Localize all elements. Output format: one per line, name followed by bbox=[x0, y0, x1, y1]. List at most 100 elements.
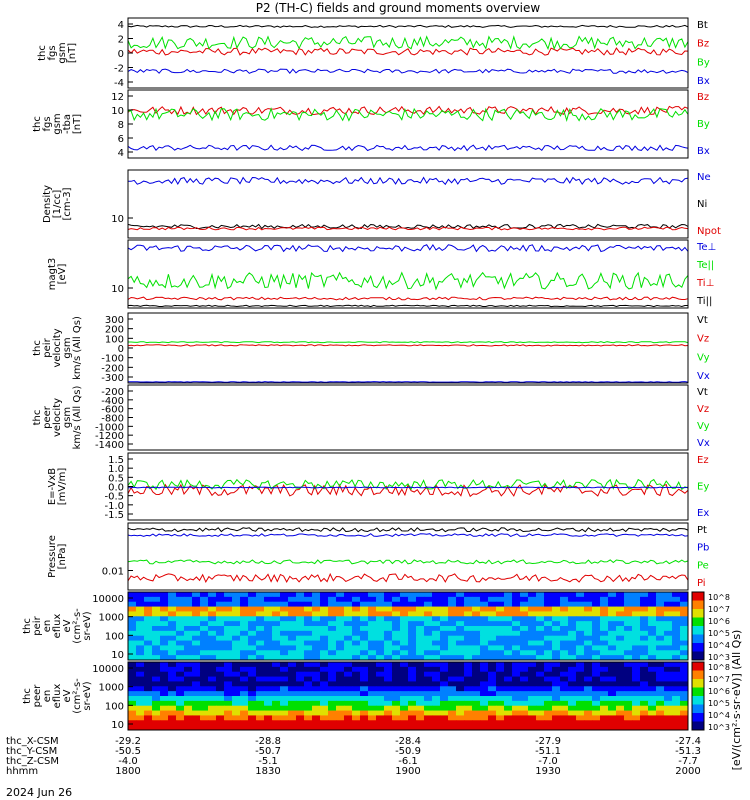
heatmap-cell bbox=[584, 671, 593, 678]
heatmap-cell bbox=[496, 676, 505, 682]
heatmap-cell bbox=[288, 662, 297, 668]
heatmap-cell bbox=[208, 635, 217, 642]
heatmap-cell bbox=[248, 645, 257, 651]
heatmap-cell bbox=[248, 662, 257, 668]
heatmap-cell bbox=[304, 596, 313, 603]
heatmap-cell bbox=[160, 686, 169, 692]
heatmap-cell bbox=[360, 596, 369, 603]
heatmap-cell bbox=[152, 676, 161, 682]
heatmap-cell bbox=[312, 700, 321, 707]
heatmap-cell bbox=[512, 691, 521, 697]
heatmap-cell bbox=[304, 621, 313, 627]
colorbar-tick: 10^3 bbox=[708, 653, 730, 662]
heatmap-cell bbox=[280, 691, 289, 697]
heatmap-cell bbox=[488, 671, 497, 678]
heatmap-cell bbox=[192, 686, 201, 692]
heatmap-cell bbox=[480, 666, 489, 673]
heatmap-cell bbox=[312, 640, 321, 646]
heatmap-cell bbox=[144, 720, 153, 726]
legend-entry: Npot bbox=[697, 226, 721, 237]
heatmap-cell bbox=[384, 626, 393, 632]
heatmap-cell bbox=[416, 626, 425, 632]
heatmap-cell bbox=[336, 621, 345, 627]
heatmap-cell bbox=[456, 655, 465, 661]
heatmap-cell bbox=[192, 596, 201, 603]
heatmap-cell bbox=[352, 606, 361, 612]
heatmap-cell bbox=[552, 621, 561, 627]
heatmap-cell bbox=[328, 601, 337, 608]
heatmap-cell bbox=[472, 681, 481, 687]
heatmap-cell bbox=[352, 676, 361, 682]
heatmap-cell bbox=[176, 650, 185, 656]
heatmap-cell bbox=[680, 630, 689, 637]
heatmap-cell bbox=[248, 630, 257, 637]
heatmap-cell bbox=[152, 671, 161, 678]
heatmap-cell bbox=[552, 725, 561, 731]
heatmap-cell bbox=[464, 626, 473, 632]
heatmap-cell bbox=[648, 601, 657, 608]
heatmap-cell bbox=[448, 635, 457, 642]
heatmap-cell bbox=[168, 630, 177, 637]
heatmap-cell bbox=[224, 650, 233, 656]
heatmap-cell bbox=[392, 621, 401, 627]
heatmap-cell bbox=[680, 691, 689, 697]
colorbar-segment bbox=[692, 687, 704, 697]
heatmap-cell bbox=[200, 621, 209, 627]
heatmap-cell bbox=[416, 616, 425, 622]
heatmap-cell bbox=[440, 621, 449, 627]
heatmap-cell bbox=[216, 686, 225, 692]
heatmap-cell bbox=[208, 720, 217, 726]
heatmap-cell bbox=[440, 606, 449, 612]
heatmap-cell bbox=[200, 592, 209, 598]
heatmap-cell bbox=[296, 710, 305, 716]
panel-7: 1.51.00.50.0-0.5-1.0-1.5E=-VxB[mV/m]EzEy… bbox=[47, 452, 709, 521]
heatmap-cell bbox=[440, 671, 449, 678]
heatmap-cell bbox=[608, 700, 617, 707]
heatmap-cell bbox=[424, 676, 433, 682]
heatmap-cell bbox=[640, 710, 649, 716]
heatmap-cell bbox=[568, 635, 577, 642]
heatmap-cell bbox=[144, 671, 153, 678]
legend-entry: Ti⊥ bbox=[696, 278, 714, 289]
heatmap-cell bbox=[624, 696, 633, 702]
heatmap-cell bbox=[576, 662, 585, 668]
heatmap-cell bbox=[432, 611, 441, 617]
heatmap-cell bbox=[352, 616, 361, 622]
heatmap-cell bbox=[672, 640, 681, 646]
heatmap-cell bbox=[160, 705, 169, 712]
heatmap-cell bbox=[624, 626, 633, 632]
heatmap-cell bbox=[416, 700, 425, 707]
heatmap-cell bbox=[552, 635, 561, 642]
heatmap-cell bbox=[472, 725, 481, 731]
heatmap-cell bbox=[400, 720, 409, 726]
heatmap-cell bbox=[320, 635, 329, 642]
heatmap-cell bbox=[464, 650, 473, 656]
heatmap-cell bbox=[256, 666, 265, 673]
heatmap-cell bbox=[144, 626, 153, 632]
heatmap-cell bbox=[272, 611, 281, 617]
heatmap-cell bbox=[376, 700, 385, 707]
y-tick-label: 0 bbox=[118, 344, 124, 355]
colorbar-segment bbox=[692, 679, 704, 688]
heatmap-cell bbox=[336, 725, 345, 731]
heatmap-cell bbox=[520, 725, 529, 731]
heatmap-cell bbox=[208, 725, 217, 731]
heatmap-cell bbox=[184, 592, 193, 598]
heatmap-cell bbox=[360, 621, 369, 627]
heatmap-cell bbox=[152, 645, 161, 651]
heatmap-cell bbox=[392, 606, 401, 612]
heatmap-cell bbox=[512, 635, 521, 642]
heatmap-cell bbox=[576, 700, 585, 707]
heatmap-cell bbox=[416, 715, 425, 721]
heatmap-cell bbox=[672, 696, 681, 702]
heatmap-cell bbox=[456, 592, 465, 598]
heatmap-cell bbox=[144, 725, 153, 731]
heatmap-cell bbox=[616, 596, 625, 603]
heatmap-cell bbox=[136, 640, 145, 646]
heatmap-cell bbox=[312, 686, 321, 692]
heatmap-cell bbox=[144, 640, 153, 646]
heatmap-cell bbox=[256, 662, 265, 668]
heatmap-cell bbox=[360, 592, 369, 598]
heatmap-cell bbox=[344, 650, 353, 656]
heatmap-cell bbox=[312, 705, 321, 712]
